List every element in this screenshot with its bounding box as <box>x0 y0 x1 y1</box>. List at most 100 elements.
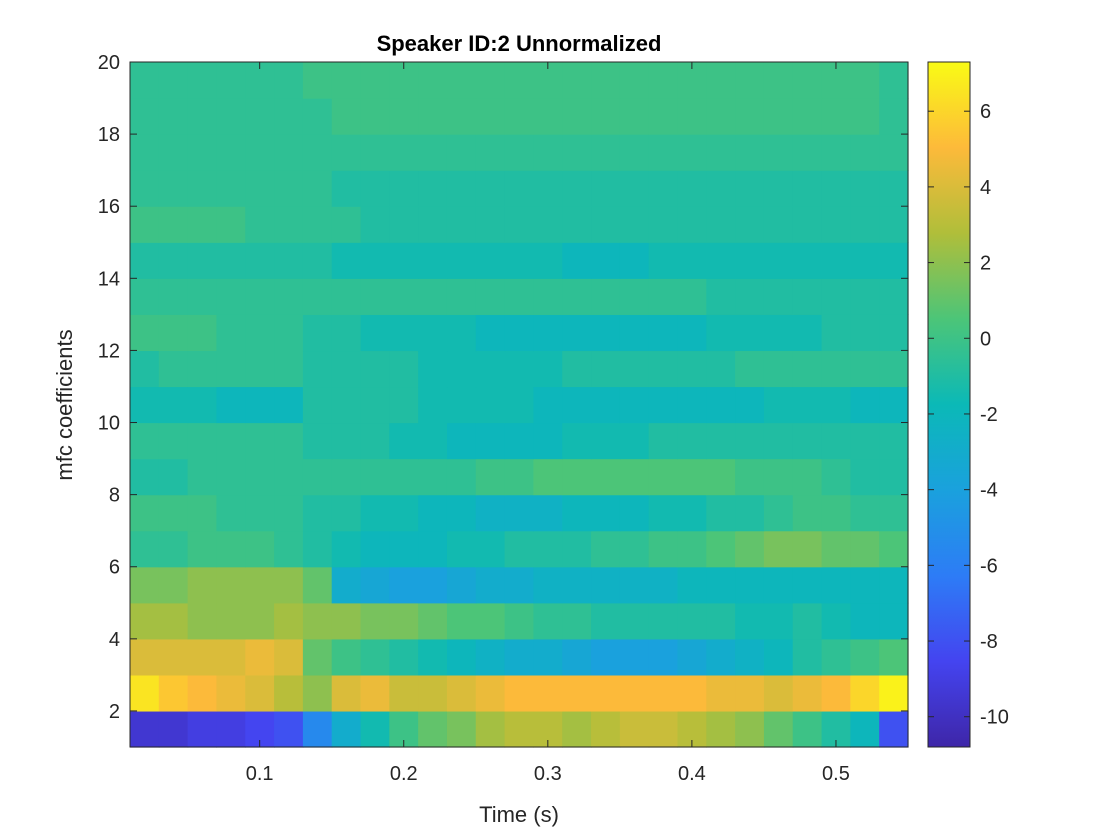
x-axis-ticks: 0.1 0.2 0.3 0.4 0.5 <box>246 62 850 785</box>
heatmap-cell <box>331 530 362 568</box>
heatmap-cell <box>130 170 160 207</box>
heatmap-cell <box>418 458 448 496</box>
heatmap-cell <box>130 62 160 99</box>
heatmap-cell <box>245 98 275 135</box>
heatmap-cell <box>504 170 534 207</box>
heatmap-cell <box>533 242 563 279</box>
heatmap-cell <box>648 134 679 171</box>
heatmap-cell <box>533 602 563 640</box>
heatmap-cell <box>475 98 506 135</box>
heatmap-cell <box>619 602 650 640</box>
heatmap-cell <box>619 530 650 568</box>
heatmap-cell <box>331 170 362 207</box>
heatmap-cell <box>591 386 621 424</box>
heatmap-cell <box>504 422 534 460</box>
heatmap-cell <box>389 386 419 424</box>
heatmap-cell <box>850 170 880 207</box>
y-tick-label: 8 <box>109 485 120 507</box>
heatmap-cell <box>591 566 621 604</box>
heatmap-cell <box>619 386 650 424</box>
heatmap-cell <box>763 458 794 496</box>
heatmap-cell <box>158 494 189 532</box>
heatmap-cell <box>821 98 851 135</box>
heatmap-cell <box>158 62 189 99</box>
heatmap-cell <box>216 170 246 207</box>
heatmap-cell <box>591 494 621 532</box>
heatmap-cell <box>850 206 880 243</box>
heatmap-cell <box>245 134 275 171</box>
heatmap-cell <box>735 674 765 712</box>
heatmap-cell <box>158 170 189 207</box>
heatmap-cell <box>360 566 390 604</box>
heatmap-cell <box>591 206 621 243</box>
y-axis-ticks: 2 4 6 8 10 12 14 16 18 20 <box>98 52 908 723</box>
heatmap-cell <box>619 134 650 171</box>
heatmap-cell <box>418 422 448 460</box>
heatmap-cell <box>360 170 390 207</box>
heatmap-cell <box>331 206 362 243</box>
heatmap-cell <box>821 566 851 604</box>
heatmap-cell <box>130 206 160 243</box>
heatmap-cell <box>331 494 362 532</box>
heatmap-cell <box>475 530 506 568</box>
heatmap-cell <box>360 386 390 424</box>
heatmap-cell <box>216 62 246 99</box>
heatmap-cell <box>619 62 650 99</box>
heatmap-cell <box>706 350 736 388</box>
heatmap-cell <box>504 278 534 315</box>
heatmap-cell <box>763 566 794 604</box>
heatmap-cell <box>792 98 823 135</box>
heatmap-cell <box>245 602 275 640</box>
heatmap-cell <box>648 566 679 604</box>
heatmap-cell <box>360 674 390 712</box>
heatmap-cell <box>735 98 765 135</box>
heatmap-cell <box>850 602 880 640</box>
heatmap-cell <box>302 278 333 315</box>
heatmap-cell <box>763 674 794 712</box>
heatmap-cell <box>619 422 650 460</box>
heatmap-cell <box>418 278 448 315</box>
heatmap-cell <box>648 278 679 315</box>
heatmap-cell <box>821 242 851 279</box>
heatmap-cell <box>706 134 736 171</box>
heatmap-cell <box>360 638 390 676</box>
heatmap-cell <box>274 206 304 243</box>
heatmap-cell <box>533 350 563 388</box>
heatmap-cell <box>216 602 246 640</box>
heatmap-cell <box>879 530 909 568</box>
heatmap-cell <box>677 458 707 496</box>
heatmap-cell <box>130 494 160 532</box>
heatmap-cell <box>648 674 679 712</box>
heatmap-cell <box>331 674 362 712</box>
heatmap-cell <box>706 422 736 460</box>
heatmap-cell <box>677 566 707 604</box>
heatmap-cell <box>763 314 794 352</box>
heatmap-cell <box>850 710 880 748</box>
heatmap-cell <box>446 494 477 532</box>
heatmap-cell <box>389 134 419 171</box>
heatmap-cell <box>245 674 275 712</box>
heatmap-cell <box>706 530 736 568</box>
heatmap-cell <box>302 314 333 352</box>
heatmap-cell <box>130 386 160 424</box>
y-tick-label: 10 <box>98 413 120 435</box>
heatmap-cell <box>677 602 707 640</box>
heatmap-cell <box>446 638 477 676</box>
heatmap-cell <box>216 206 246 243</box>
heatmap-cell <box>677 530 707 568</box>
heatmap-cell <box>706 314 736 352</box>
heatmap-cell <box>158 566 189 604</box>
heatmap-cell <box>504 710 534 748</box>
heatmap-cell <box>706 170 736 207</box>
heatmap-cell <box>446 242 477 279</box>
heatmap-cell <box>792 134 823 171</box>
heatmap-cell <box>533 674 563 712</box>
heatmap-cell <box>562 386 592 424</box>
heatmap-cell <box>274 98 304 135</box>
heatmap-cell <box>706 62 736 99</box>
colorbar-frame <box>927 61 971 748</box>
heatmap-cell <box>879 242 909 279</box>
heatmap-cell <box>533 638 563 676</box>
heatmap-cell <box>130 530 160 568</box>
heatmap-cell <box>591 674 621 712</box>
